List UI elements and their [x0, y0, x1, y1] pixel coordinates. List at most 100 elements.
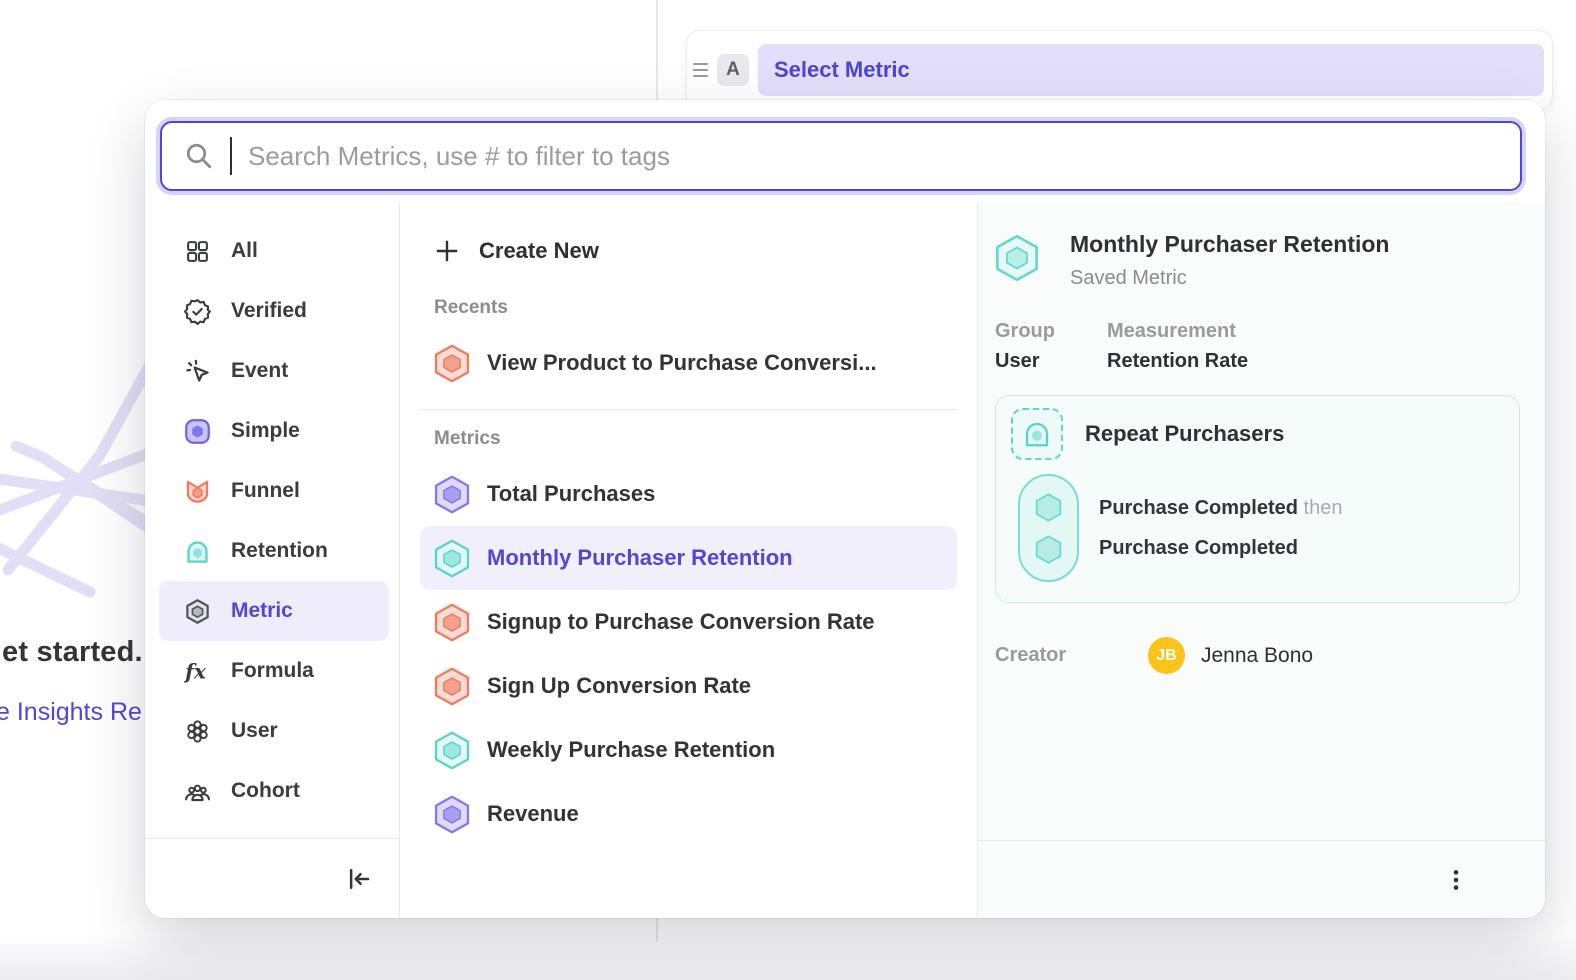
plus-icon	[434, 238, 460, 264]
sidebar-item-label: User	[231, 719, 278, 743]
search-input[interactable]	[248, 141, 1498, 172]
select-metric-label: Select Metric	[774, 57, 910, 83]
recents-section-header: Recents	[420, 281, 957, 331]
list-section-divider	[420, 409, 957, 410]
detail-subtitle: Saved Metric	[1070, 267, 1389, 290]
sidebar-item-verified[interactable]: Verified	[159, 281, 389, 341]
sidebar-item-cohort[interactable]: Cohort	[159, 761, 389, 821]
metric-item-signup-to-purchase-conversion-rate[interactable]: Signup to Purchase Conversion Rate	[420, 590, 957, 654]
create-new-label: Create New	[479, 238, 599, 264]
metric-item-label: Signup to Purchase Conversion Rate	[487, 609, 875, 635]
query-builder-row: A Select Metric	[686, 30, 1553, 110]
more-options-button[interactable]	[1443, 867, 1469, 893]
event-hexagon-icon	[1035, 493, 1062, 522]
detail-footer	[978, 840, 1545, 918]
sidebar-footer	[145, 838, 399, 918]
verified-badge-icon	[184, 298, 211, 325]
sidebar-item-label: Retention	[231, 539, 328, 563]
svg-text:ƒx: ƒx	[184, 659, 207, 683]
text-cursor	[230, 137, 232, 175]
create-new-button[interactable]: Create New	[420, 221, 957, 281]
sidebar-item-metric[interactable]: Metric	[159, 581, 389, 641]
sidebar-item-label: Simple	[231, 419, 300, 443]
orange-metric-hexagon-icon	[434, 667, 470, 706]
metric-list-column: Create New Recents View Product to Purch…	[400, 203, 978, 918]
sidebar-item-formula[interactable]: ƒx Formula	[159, 641, 389, 701]
drag-handle-icon[interactable]	[693, 63, 708, 77]
metric-picker-modal: All Verified E	[145, 100, 1545, 918]
metric-item-revenue[interactable]: Revenue	[420, 782, 957, 846]
teal-metric-hexagon-icon	[434, 731, 470, 770]
metric-hexagon-icon	[184, 598, 211, 625]
search-icon	[184, 141, 214, 171]
series-letter-badge: A	[717, 54, 749, 86]
collapse-sidebar-button[interactable]	[343, 864, 373, 894]
funnel-icon	[184, 478, 211, 505]
sidebar-item-label: Cohort	[231, 779, 300, 803]
filter-sidebar: All Verified E	[145, 203, 400, 918]
metric-definition-card: Repeat Purchasers	[995, 395, 1520, 603]
metric-detail-panel: Monthly Purchaser Retention Saved Metric…	[978, 203, 1545, 918]
metric-item-total-purchases[interactable]: Total Purchases	[420, 462, 957, 526]
sidebar-item-simple[interactable]: Simple	[159, 401, 389, 461]
metric-item-label: Sign Up Conversion Rate	[487, 673, 751, 699]
orange-metric-hexagon-icon	[434, 603, 470, 642]
definition-name: Repeat Purchasers	[1085, 421, 1284, 447]
metrics-section-header: Metrics	[420, 412, 957, 462]
teal-metric-hexagon-icon	[434, 539, 470, 578]
formula-fx-icon: ƒx	[184, 658, 211, 685]
funnel-metric-hexagon-icon	[434, 344, 470, 383]
page-bottom-fade	[0, 934, 1576, 980]
metric-item-monthly-purchaser-retention[interactable]: Monthly Purchaser Retention	[420, 526, 957, 590]
creator-name: Jenna Bono	[1201, 644, 1313, 668]
sidebar-item-funnel[interactable]: Funnel	[159, 461, 389, 521]
event-sequence-capsule	[1018, 474, 1079, 582]
metric-item-sign-up-conversion-rate[interactable]: Sign Up Conversion Rate	[420, 654, 957, 718]
definition-connector: then	[1304, 497, 1343, 519]
select-metric-button[interactable]: Select Metric	[758, 44, 1544, 96]
sidebar-item-label: Funnel	[231, 479, 300, 503]
recent-item-label: View Product to Purchase Conversi...	[487, 350, 877, 376]
metric-item-label: Monthly Purchaser Retention	[487, 545, 793, 571]
collapse-left-icon	[343, 864, 373, 894]
metric-item-weekly-purchase-retention[interactable]: Weekly Purchase Retention	[420, 718, 957, 782]
search-section	[145, 100, 1545, 203]
metric-item-label: Total Purchases	[487, 481, 655, 507]
event-hexagon-icon	[1035, 535, 1062, 564]
background-headline-fragment: et started.	[2, 636, 143, 669]
group-label: Group	[995, 320, 1085, 343]
purple-metric-hexagon-icon	[434, 795, 470, 834]
group-value: User	[995, 350, 1085, 373]
sidebar-item-label: Event	[231, 359, 288, 383]
creator-label: Creator	[995, 644, 1148, 667]
measurement-label: Measurement	[1107, 320, 1520, 343]
definition-step-1: Purchase Completed then	[1099, 497, 1342, 520]
grid-icon	[184, 238, 211, 265]
metric-item-label: Weekly Purchase Retention	[487, 737, 775, 763]
cursor-click-icon	[184, 358, 211, 385]
sidebar-item-label: All	[231, 239, 258, 263]
sidebar-item-all[interactable]: All	[159, 221, 389, 281]
sidebar-item-user[interactable]: User	[159, 701, 389, 761]
retention-definition-icon	[1011, 408, 1063, 460]
simple-metric-icon	[184, 418, 211, 445]
purple-metric-hexagon-icon	[434, 475, 470, 514]
measurement-value: Retention Rate	[1107, 350, 1520, 373]
teal-metric-hexagon-icon	[995, 234, 1039, 282]
metric-item-label: Revenue	[487, 801, 579, 827]
sidebar-item-label: Verified	[231, 299, 307, 323]
search-box[interactable]	[160, 121, 1522, 191]
retention-icon	[184, 538, 211, 565]
detail-title: Monthly Purchaser Retention	[1070, 231, 1389, 258]
background-insights-link-fragment[interactable]: e Insights Re	[0, 698, 142, 727]
definition-step-2: Purchase Completed	[1099, 537, 1342, 560]
kebab-menu-icon	[1443, 867, 1469, 893]
creator-avatar: JB	[1148, 637, 1185, 674]
sidebar-item-label: Formula	[231, 659, 314, 683]
recent-item-view-product-to-purchase[interactable]: View Product to Purchase Conversi...	[420, 331, 957, 395]
sidebar-item-label: Metric	[231, 599, 293, 623]
cohort-people-icon	[184, 778, 211, 805]
sidebar-item-retention[interactable]: Retention	[159, 521, 389, 581]
user-cluster-icon	[184, 718, 211, 745]
sidebar-item-event[interactable]: Event	[159, 341, 389, 401]
